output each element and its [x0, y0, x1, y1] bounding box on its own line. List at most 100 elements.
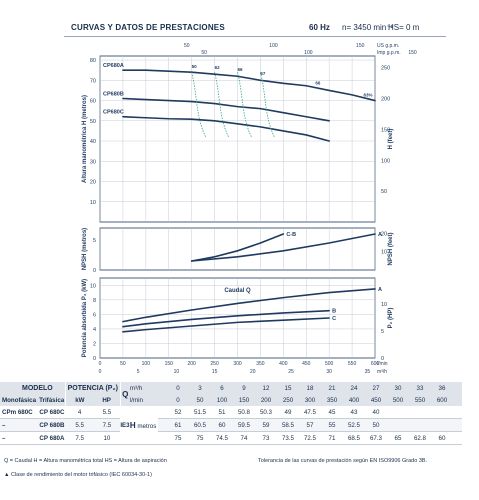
power-series-a [122, 288, 376, 323]
npsh-y-tick-label: 5 [93, 238, 96, 244]
frequency-label: 60 Hz [309, 23, 330, 32]
head-y-tick-label: 60 [90, 99, 96, 105]
head-value: 45 [328, 408, 336, 416]
power-y-tick-label: 10 [90, 283, 96, 289]
head-value: 73.5 [281, 434, 294, 442]
flow-m3h-value: 24 [350, 384, 358, 392]
power-y-tick-label: 2 [93, 341, 96, 347]
power-x-unit: l/min [377, 361, 388, 367]
imp-gpm-tick: 50 [201, 50, 207, 56]
us-gpm-tick: 150 [356, 43, 365, 49]
power-y-tick-label: 4 [93, 327, 96, 333]
power-x-tick-label: 100 [142, 361, 151, 367]
head-value: 59 [262, 421, 270, 429]
power-x-tick-label: 600 [371, 361, 380, 367]
m3h-tick-label: 15 [212, 369, 218, 375]
npsh-y-right-tick-label: 10 [381, 250, 387, 256]
m3h-unit: m³/h [377, 369, 387, 375]
table-row: – CP 680B 5.5 7.5 61 60.5 60 59.5 59 58.5 57 55 52.5… [0, 418, 462, 432]
head-value: 72.5 [303, 434, 316, 442]
m3h-tick-label: 20 [250, 369, 256, 375]
m3h-tick-label: 5 [137, 369, 140, 375]
flow-lmin-value: 500 [392, 396, 404, 404]
table-header-row: MODELO POTENCIA (P₂) Q m³/h 0 3 6 9 12 15 18 21… [0, 382, 462, 406]
head-value: 51 [218, 408, 226, 416]
efficiency-label: 66 [238, 67, 244, 72]
power-x-tick-label: 550 [348, 361, 357, 367]
header: CURVAS Y DATOS DE PRESTACIONES 60 Hz n= … [0, 0, 479, 44]
tri-model: CP 680A [39, 434, 65, 442]
head-y-axis-label: Altura manométrica H (metros) [82, 95, 88, 183]
power-header: POTENCIA (P₂) [65, 382, 121, 394]
head-value: 50.3 [259, 408, 272, 416]
speed-label: n= 3450 min⁻¹ [342, 23, 394, 32]
tri-header: Trifásica [39, 396, 65, 404]
head-value: 40 [372, 408, 380, 416]
power-hp: 10 [103, 434, 111, 442]
head-value: 49 [284, 408, 292, 416]
head-series-label: CP680C [103, 110, 124, 116]
head-value: 60 [438, 434, 446, 442]
head-y-right-tick-label: 50 [381, 189, 387, 195]
power-series-label: B [332, 309, 336, 315]
head-value: 68.5 [347, 434, 360, 442]
efficiency-curve [237, 72, 252, 138]
head-y-right-axis-label: H (feet) [388, 129, 394, 150]
npsh-series-label: A [378, 232, 382, 238]
flow-m3h-value: 30 [394, 384, 402, 392]
mono-model: – [2, 421, 6, 429]
head-value: 75 [196, 434, 204, 442]
flow-lmin-value: 150 [238, 396, 250, 404]
head-values: 75 75 74.5 74 73 73.5 72.5 71 68.5 67.3 65 62.8 60 [158, 432, 462, 445]
head-y-tick-label: 50 [90, 119, 96, 125]
head-value: 65 [394, 434, 402, 442]
power-kw: 4 [77, 408, 82, 416]
flow-m3h-value: 9 [242, 384, 246, 392]
efficiency-label: 50 [192, 64, 198, 69]
kw-header: kW [65, 394, 94, 406]
flow-lmin-value: 350 [326, 396, 338, 404]
flow-lmin-value: 550 [414, 396, 426, 404]
power-x-tick-label: 500 [325, 361, 334, 367]
head-value: 52 [174, 408, 182, 416]
npsh-series-a [190, 233, 376, 262]
npsh-y-axis-label: NPSH (metros) [82, 228, 88, 270]
head-value: 60 [218, 421, 226, 429]
head-y-tick-label: 40 [90, 139, 96, 145]
flow-lmin-value: 100 [216, 396, 228, 404]
power-kw: 7.5 [75, 434, 84, 442]
efficiency-curve [191, 72, 207, 138]
lmin-values: 0 50 100 150 200 250 300 350 400 450 500 550 600 [158, 394, 462, 406]
npsh-y-right-tick-label: 20 [381, 231, 387, 237]
lmin-unit: l/min [129, 396, 143, 404]
ie3-label: IE3 [120, 421, 130, 429]
x-axis-label: Caudal Q [224, 288, 251, 294]
head-y-right-tick-label: 100 [381, 158, 390, 164]
flow-m3h-value: 3 [198, 384, 202, 392]
npsh-series-label: C-B [286, 232, 296, 238]
motor-class-note: ▲ Clase de rendimiento del motor trifási… [4, 472, 152, 478]
imp-gpm-tick: 150 [408, 50, 417, 56]
head-value: 43 [350, 408, 358, 416]
efficiency-label: 66 [315, 80, 321, 85]
h-label: H metros [129, 420, 157, 430]
head-value: 67.3 [369, 434, 382, 442]
flow-m3h-value: 0 [176, 384, 180, 392]
head-value: 58.5 [281, 421, 294, 429]
flow-lmin-value: 300 [304, 396, 316, 404]
head-values: 52 51.5 51 50.8 50.3 49 47.5 45 43 40 [158, 406, 462, 419]
us-gpm-tick: 50 [184, 43, 190, 49]
head-value: 71 [328, 434, 336, 442]
head-value: 50.8 [237, 408, 250, 416]
head-y-right-tick-label: 250 [381, 66, 390, 72]
table-row: CPm 680C CP 680C 4 5.5 IE3 H metros 52 51.5 51 50… [0, 406, 462, 430]
head-values: 61 60.5 60 59.5 59 58.5 57 55 52.5 50 [158, 419, 462, 432]
hp-header: HP [102, 396, 111, 404]
head-series-cp680b [122, 97, 330, 122]
head-y-tick-label: 20 [90, 180, 96, 186]
q-label: Q [119, 382, 130, 406]
tri-model: CP 680B [39, 421, 65, 429]
head-value: 51.5 [193, 408, 206, 416]
power-series-c [122, 317, 330, 333]
power-y-tick-label: 8 [93, 298, 96, 304]
